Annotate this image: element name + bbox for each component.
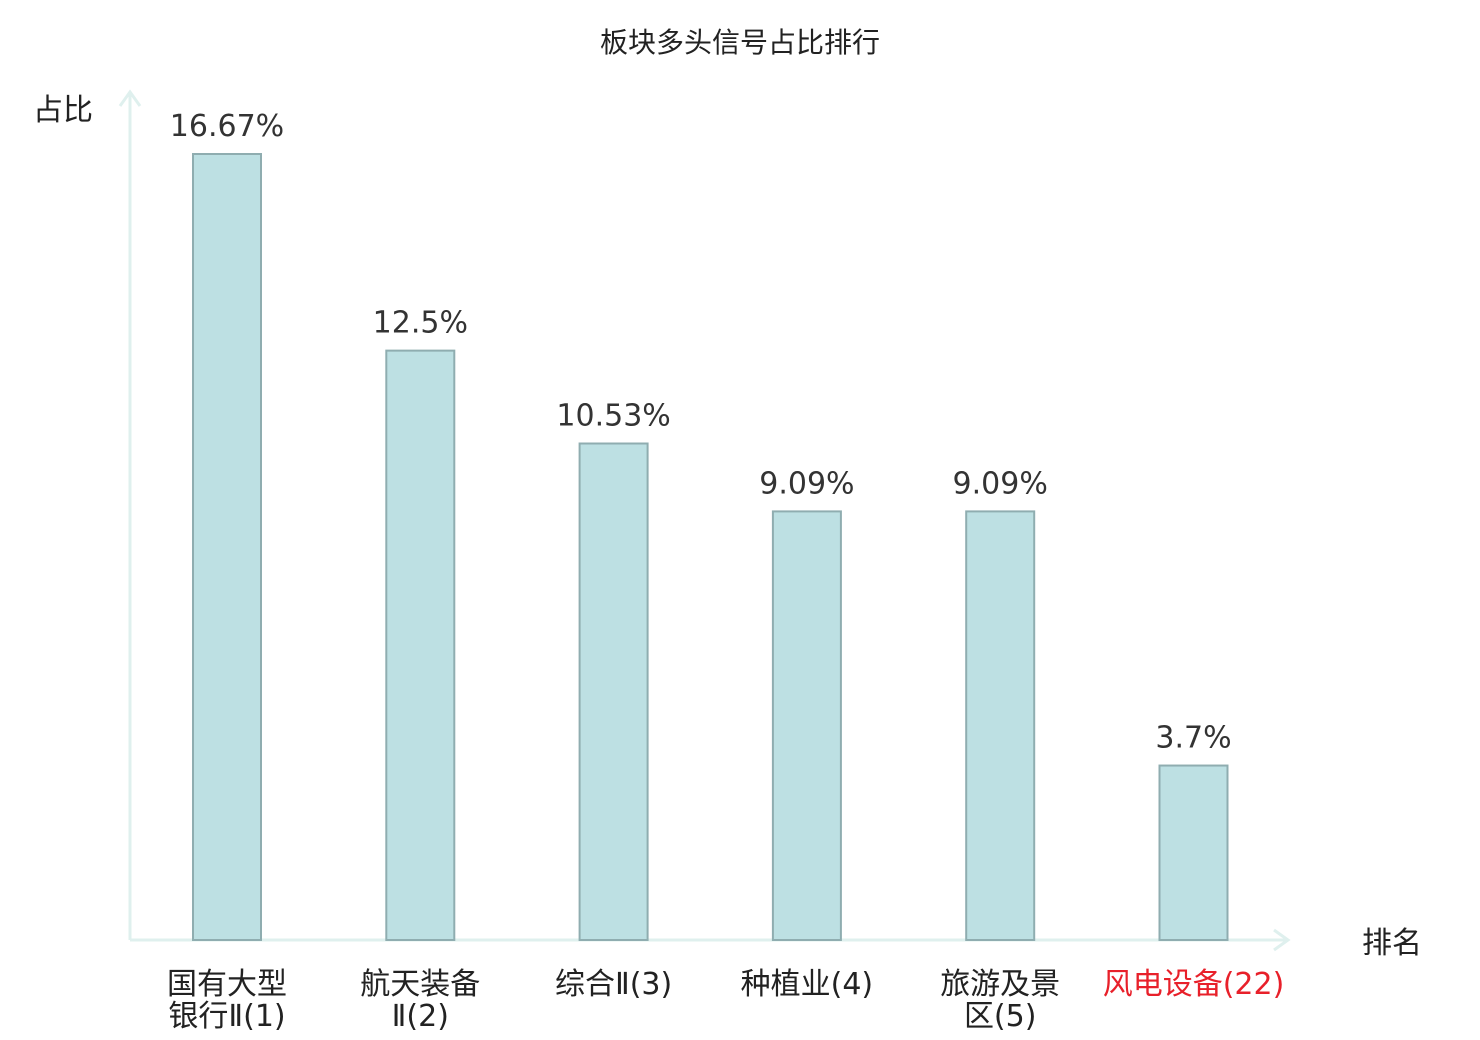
bar	[192, 153, 262, 941]
bar	[385, 349, 456, 942]
data-label: 10.53%	[556, 399, 670, 434]
axes	[118, 89, 1291, 952]
bars-group	[192, 153, 1229, 942]
x-tick-label: 旅游及景	[940, 967, 1060, 1002]
data-label: 9.09%	[759, 466, 854, 501]
bar	[771, 510, 842, 941]
x-axis-arrow	[1273, 928, 1291, 952]
bar	[965, 510, 1036, 941]
x-tick-label: 区(5)	[964, 999, 1037, 1034]
bar	[578, 442, 649, 941]
x-tick-label: 综合Ⅱ(3)	[555, 967, 672, 1002]
x-tick-label: 银行Ⅱ(1)	[168, 999, 285, 1034]
x-tick-label: 种植业(4)	[741, 967, 874, 1002]
value-labels-group: 16.67% 12.5% 10.53% 9.09% 9.09% 3.7%	[170, 109, 1232, 756]
chart-title: 板块多头信号占比排行	[600, 26, 880, 59]
x-tick-label: 航天装备	[360, 967, 480, 1002]
x-axis-label: 排名	[1362, 926, 1422, 961]
bar	[1158, 764, 1229, 942]
y-axis-arrow	[118, 89, 142, 107]
x-tick-label: 风电设备(22)	[1103, 967, 1285, 1002]
data-label: 3.7%	[1155, 721, 1231, 756]
data-label: 9.09%	[953, 466, 1048, 501]
x-tick-label: 国有大型	[167, 967, 287, 1002]
data-label: 16.67%	[170, 109, 284, 144]
x-tick-label: Ⅱ(2)	[392, 999, 449, 1034]
data-label: 12.5%	[373, 306, 468, 341]
y-axis-label: 占比	[33, 93, 93, 128]
